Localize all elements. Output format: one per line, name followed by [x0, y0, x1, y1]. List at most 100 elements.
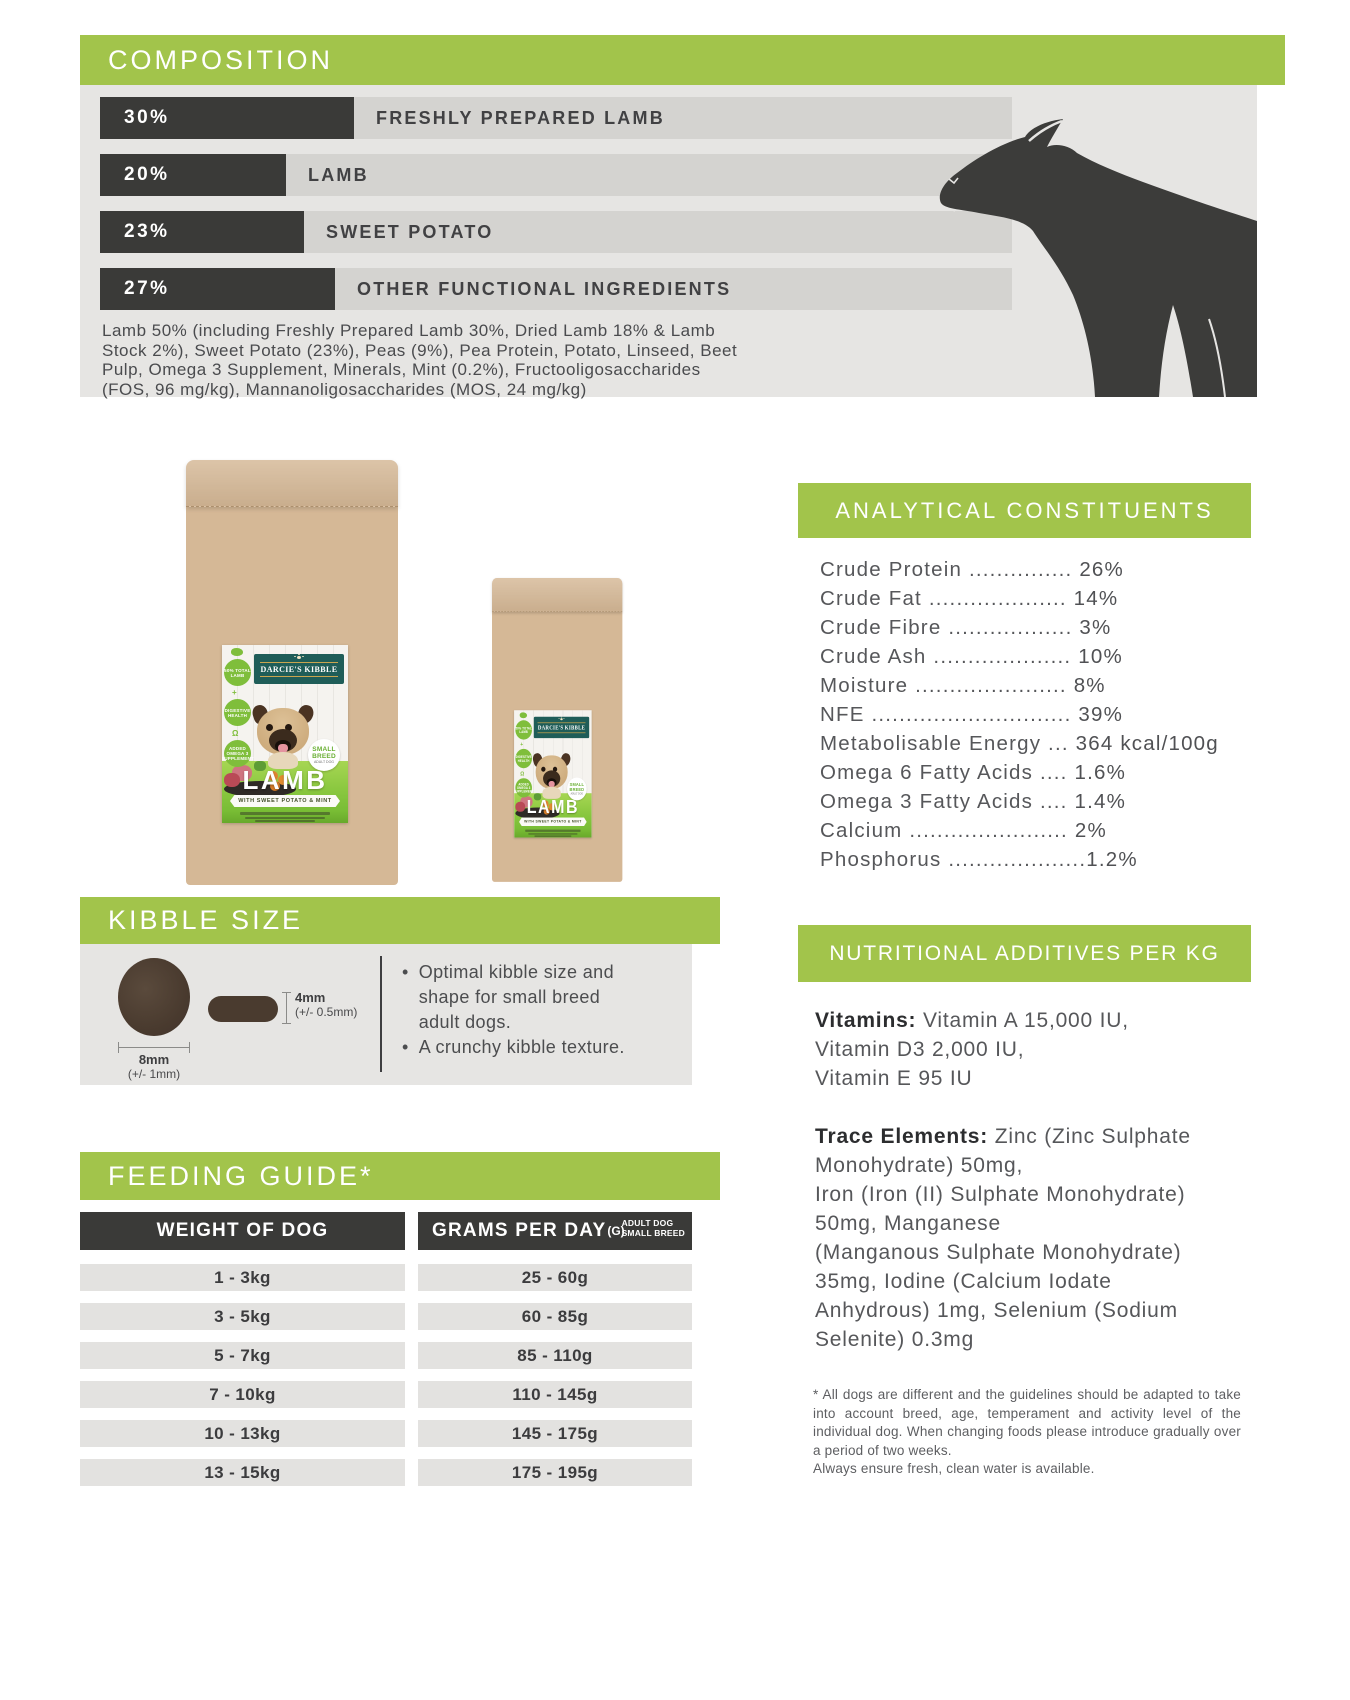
flavour-title: LAMB	[526, 796, 580, 818]
pug-illustration	[531, 751, 572, 799]
omega-icon: Ω	[520, 770, 525, 777]
weight-cell: 1 - 3kg	[80, 1264, 405, 1291]
kibble-height-label: 4mm (+/- 0.5mm)	[295, 990, 358, 1020]
bar-fill: 27%	[100, 268, 335, 310]
flavour-title: LAMB	[242, 765, 328, 795]
bag-label: 50% TOTAL LAMB + DIGESTIVE HEALTH Ω ADDE…	[222, 645, 348, 823]
analytical-row: NFE ............................. 39%	[820, 703, 1124, 726]
weight-column-header: WEIGHT OF DOG	[80, 1212, 405, 1250]
fine-print-line	[534, 835, 572, 837]
bar-value: 27%	[124, 278, 170, 299]
bullet-item: A crunchy kibble texture.	[402, 1035, 642, 1060]
lamb-silhouette-icon	[938, 119, 1257, 397]
omega-icon: Ω	[232, 729, 239, 738]
bar-fill: 30%	[100, 97, 354, 139]
badge-50-lamb: 50% TOTAL LAMB	[224, 659, 251, 686]
composition-bar-row: 30% FRESHLY PREPARED LAMB	[100, 97, 1012, 139]
grams-cell: 110 - 145g	[418, 1381, 692, 1408]
product-bag-large: 50% TOTAL LAMB + DIGESTIVE HEALTH Ω ADDE…	[186, 460, 398, 885]
analytical-row: Crude Fat .................... 14%	[820, 587, 1119, 610]
plus-icon: +	[232, 688, 237, 697]
bag-fold	[492, 578, 623, 612]
composition-bar-row: 23% SWEET POTATO	[100, 211, 1012, 253]
kibble-size-panel: 4mm (+/- 0.5mm) 8mm (+/- 1mm) Optimal ki…	[80, 944, 692, 1085]
analytical-row: Moisture ...................... 8%	[820, 674, 1106, 697]
weight-cell: 10 - 13kg	[80, 1420, 405, 1447]
badge-digestive-health: DIGESTIVE HEALTH	[515, 748, 532, 769]
bag-label: 50% TOTAL LAMB + DIGESTIVE HEALTH Ω ADDE…	[514, 710, 592, 838]
badge-50-lamb: 50% TOTAL LAMB	[515, 720, 532, 740]
weight-cell: 5 - 7kg	[80, 1342, 405, 1369]
bar-label: FRESHLY PREPARED LAMB	[376, 107, 665, 128]
feeding-guide-header: FEEDING GUIDE*	[80, 1152, 720, 1200]
pug-illustration	[250, 703, 316, 769]
analytical-row: Omega 3 Fatty Acids .... 1.4%	[820, 790, 1126, 813]
fine-print-line	[255, 820, 315, 822]
bar-label: SWEET POTATO	[326, 221, 494, 242]
kibble-bullets: Optimal kibble size and shape for small …	[402, 960, 642, 1060]
bullet-item: Optimal kibble size and shape for small …	[402, 960, 642, 1035]
composition-description: Lamb 50% (including Freshly Prepared Lam…	[102, 321, 738, 399]
bar-fill: 23%	[100, 211, 304, 253]
kibble-size-header: KIBBLE SIZE	[80, 897, 720, 944]
width-measure-line	[118, 1042, 190, 1053]
bar-label: LAMB	[308, 164, 369, 185]
analytical-row: Crude Ash .................... 10%	[820, 645, 1123, 668]
grams-cell: 60 - 85g	[418, 1303, 692, 1330]
fine-print-line	[245, 816, 325, 819]
kibble-size-title: KIBBLE SIZE	[108, 905, 304, 935]
footnote: * All dogs are different and the guideli…	[813, 1387, 1241, 1476]
analytical-row: Phosphorus ....................1.2%	[820, 848, 1138, 871]
vitamins-paragraph: Vitamins: Vitamin A 15,000 IU, Vitamin D…	[815, 1009, 1129, 1090]
kibble-width-label: 8mm (+/- 1mm)	[127, 1052, 181, 1082]
bar-value: 20%	[124, 164, 170, 185]
analytical-list: Crude Protein ............... 26% Crude …	[820, 558, 1219, 877]
badge-digestive-health: DIGESTIVE HEALTH	[224, 699, 251, 726]
grams-cell: 175 - 195g	[418, 1459, 692, 1486]
composition-bar-row: 20% LAMB	[100, 154, 1012, 196]
kibble-side-view	[208, 996, 278, 1022]
fine-print-line	[528, 832, 578, 835]
badge-omega3: ADDED OMEGA 3 SUPPLEMENT	[222, 740, 254, 767]
brand-banner: DARCIE'S KIBBLE	[254, 654, 344, 684]
composition-panel: 30% FRESHLY PREPARED LAMB 20% LAMB 23% S…	[80, 85, 1257, 399]
brand-name: DARCIE'S KIBBLE	[259, 661, 339, 677]
weight-cell: 7 - 10kg	[80, 1381, 405, 1408]
paw-icon	[560, 718, 563, 721]
composition-header: COMPOSITION	[80, 35, 1285, 85]
kibble-top-view	[118, 958, 190, 1036]
trace-elements-paragraph: Trace Elements: Zinc (Zinc Sulphate Mono…	[815, 1125, 1191, 1351]
analytical-row: Crude Fibre .................. 3%	[820, 616, 1112, 639]
bar-fill: 20%	[100, 154, 286, 196]
flavour-subtitle-ribbon: WITH SWEET POTATO & MINT	[519, 817, 587, 827]
food-illustration	[224, 761, 296, 799]
divider	[380, 956, 382, 1072]
sheep-mini-icon	[231, 648, 243, 656]
fine-print-line	[240, 812, 330, 815]
small-breed-badge: SMALL BREED ADULT DOG	[567, 777, 587, 801]
brand-name: DARCIE'S KIBBLE	[537, 722, 586, 733]
analytical-row: Metabolisable Energy ... 364 kcal/100g	[820, 732, 1219, 755]
weight-cell: 13 - 15kg	[80, 1459, 405, 1486]
analytical-row: Calcium ....................... 2%	[820, 819, 1107, 842]
bar-label: OTHER FUNCTIONAL INGREDIENTS	[357, 278, 732, 299]
bag-fold	[186, 460, 398, 507]
badge-omega3: ADDED OMEGA 3 SUPPLEMENT	[514, 778, 534, 798]
bar-value: 23%	[124, 221, 170, 242]
analytical-header: ANALYTICAL CONSTITUENTS	[798, 483, 1251, 538]
grams-cell: 145 - 175g	[418, 1420, 692, 1447]
grams-cell: 85 - 110g	[418, 1342, 692, 1369]
plus-icon: +	[520, 741, 524, 748]
grams-cell: 25 - 60g	[418, 1264, 692, 1291]
height-measure-line	[282, 992, 291, 1024]
fine-print-line	[525, 829, 581, 832]
grams-header-note: ADULT DOG SMALL BREED	[621, 1218, 685, 1238]
small-breed-badge: SMALL BREED ADULT DOG	[308, 739, 340, 771]
paw-icon	[297, 656, 301, 659]
brand-banner: DARCIE'S KIBBLE	[533, 716, 590, 739]
product-bag-small: 50% TOTAL LAMB + DIGESTIVE HEALTH Ω ADDE…	[492, 578, 623, 882]
weight-cell: 3 - 5kg	[80, 1303, 405, 1330]
analytical-row: Omega 6 Fatty Acids .... 1.6%	[820, 761, 1126, 784]
grams-column-header: GRAMS PER DAY (G) ADULT DOG SMALL BREED	[418, 1212, 692, 1250]
